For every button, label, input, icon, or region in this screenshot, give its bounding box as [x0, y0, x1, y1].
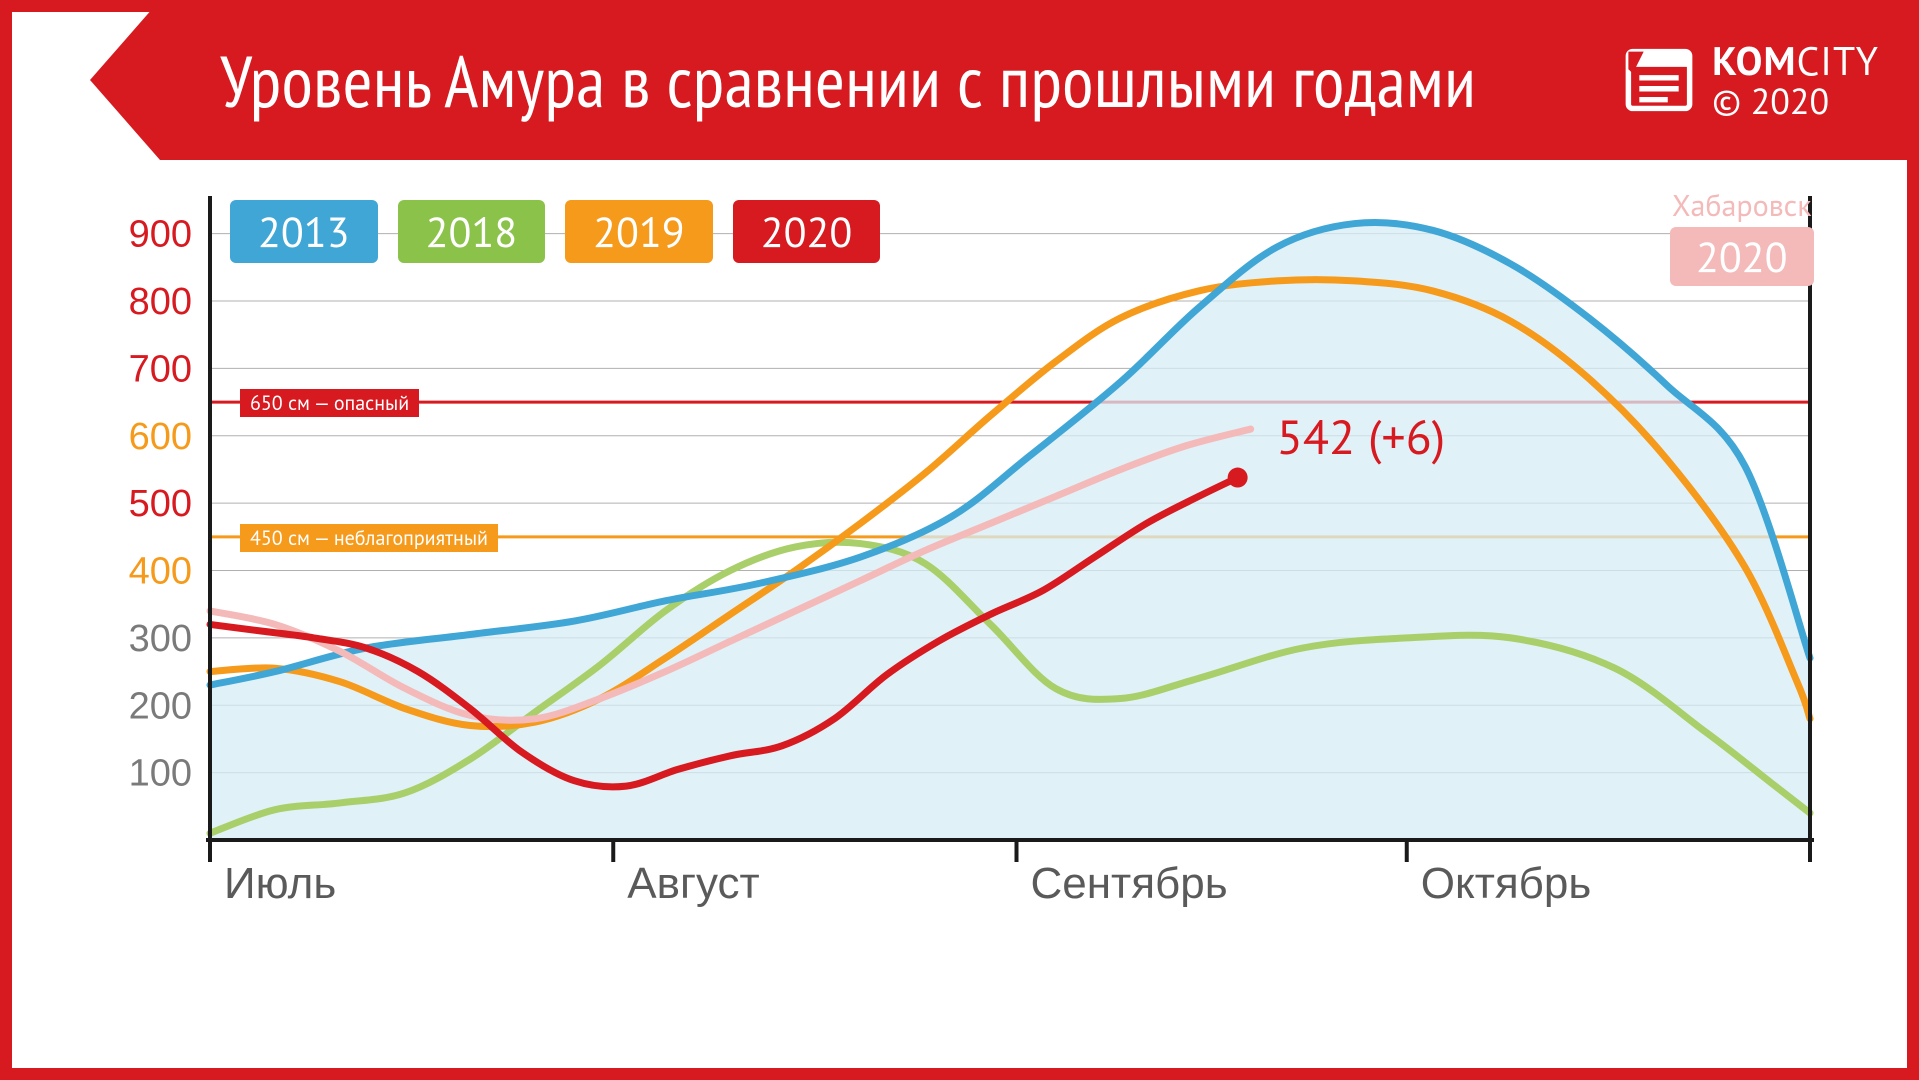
- legend-khab-box: 2020: [1670, 227, 1814, 286]
- svg-text:400: 400: [129, 551, 192, 593]
- svg-text:Сентябрь: Сентябрь: [1031, 859, 1228, 908]
- legend-item: 2019: [565, 200, 713, 263]
- legend-khab-top: Хабаровск: [1670, 186, 1814, 225]
- svg-text:Август: Август: [627, 859, 759, 908]
- svg-text:800: 800: [129, 281, 192, 323]
- svg-text:900: 900: [129, 214, 192, 256]
- legend-khabarovsk: Хабаровск 2020: [1670, 186, 1814, 286]
- logo-copyright: © 2020: [1712, 82, 1879, 120]
- legend-item: 2018: [398, 200, 546, 263]
- svg-text:700: 700: [129, 348, 192, 390]
- page-title: Уровень Амура в сравнении с прошлыми год…: [220, 34, 1624, 127]
- logo-name: KOMCITY: [1712, 40, 1879, 82]
- svg-text:500: 500: [129, 483, 192, 525]
- header-banner: Уровень Амура в сравнении с прошлыми год…: [0, 0, 1919, 160]
- chart: 100 200 300 400 500 600 700 800 900 Июль Август Сен…: [110, 190, 1859, 1042]
- svg-text:300: 300: [129, 618, 192, 660]
- svg-text:600: 600: [129, 416, 192, 458]
- svg-text:200: 200: [129, 685, 192, 727]
- svg-text:100: 100: [129, 753, 192, 795]
- threshold-label: 650 см — опасный: [240, 389, 419, 417]
- logo: KOMCITY © 2020: [1624, 40, 1879, 120]
- chart-svg: 100 200 300 400 500 600 700 800 900 Июль Август Сен…: [110, 190, 1830, 930]
- current-value-callout: 542 (+6): [1277, 406, 1446, 468]
- legend: 2013 2018 2019 2020: [230, 200, 880, 263]
- svg-text:Октябрь: Октябрь: [1421, 859, 1592, 908]
- threshold-label: 450 см — неблагоприятный: [240, 524, 498, 552]
- legend-item: 2020: [733, 200, 881, 263]
- svg-text:Июль: Июль: [224, 859, 336, 908]
- legend-item: 2013: [230, 200, 378, 263]
- komcity-logo-icon: [1624, 45, 1694, 115]
